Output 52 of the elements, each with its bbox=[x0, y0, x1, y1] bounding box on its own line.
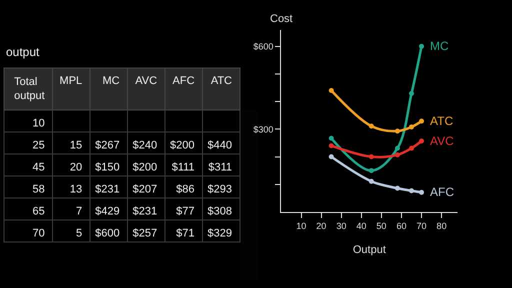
text: 5 bbox=[76, 227, 82, 240]
category-label: MC bbox=[102, 75, 120, 88]
x-tick-label: 10 bbox=[296, 220, 306, 231]
text: $86 bbox=[176, 183, 195, 196]
text: 65 bbox=[32, 205, 45, 218]
x-tick-label: 30 bbox=[336, 220, 346, 231]
x-tick-label: 80 bbox=[436, 220, 447, 231]
category-label: AVC bbox=[135, 75, 158, 88]
text: $600 bbox=[95, 227, 120, 240]
category-label: Total output bbox=[14, 76, 45, 102]
series-label: MC bbox=[430, 39, 449, 53]
series-label: AVC bbox=[430, 134, 454, 148]
text: $311 bbox=[208, 161, 232, 174]
x-tick-label: 60 bbox=[396, 220, 406, 231]
x-tick-label: 20 bbox=[316, 220, 326, 231]
text: $267 bbox=[95, 139, 120, 152]
text: 25 bbox=[32, 139, 45, 152]
text: $440 bbox=[208, 139, 232, 152]
text: $257 bbox=[132, 227, 158, 240]
text: $329 bbox=[208, 227, 232, 240]
series-label: ATC bbox=[430, 114, 454, 128]
text: $111 bbox=[172, 161, 195, 174]
category-label: ATC bbox=[210, 75, 232, 88]
x-tick-label: 70 bbox=[416, 220, 427, 231]
text: $231 bbox=[132, 205, 158, 218]
text: 45 bbox=[32, 161, 45, 174]
text: $293 bbox=[208, 183, 232, 196]
x-tick-label: 50 bbox=[376, 220, 386, 231]
text: 7 bbox=[76, 205, 82, 218]
category-label: AFC bbox=[172, 75, 195, 88]
text: $200 bbox=[132, 161, 158, 174]
series-label: AFC bbox=[430, 185, 454, 199]
text: $77 bbox=[176, 205, 195, 218]
text: 13 bbox=[70, 183, 82, 196]
x-tick-label: 40 bbox=[356, 220, 366, 231]
text: $150 bbox=[95, 161, 120, 174]
text: $308 bbox=[208, 205, 232, 218]
text: $429 bbox=[95, 205, 120, 218]
text: $231 bbox=[95, 183, 120, 196]
text: $71 bbox=[176, 227, 195, 240]
text: $207 bbox=[132, 183, 158, 196]
text: output bbox=[6, 45, 40, 59]
text: 10 bbox=[32, 117, 45, 130]
text: 20 bbox=[70, 161, 82, 174]
y-axis-title: Cost bbox=[270, 13, 293, 25]
text: $200 bbox=[170, 139, 195, 152]
category-label: MPL bbox=[60, 75, 82, 88]
x-axis-title: Output bbox=[352, 244, 386, 256]
y-tick-label: $300 bbox=[253, 124, 274, 134]
text: $240 bbox=[132, 139, 158, 152]
text: 15 bbox=[70, 139, 82, 152]
text: 58 bbox=[32, 183, 45, 196]
